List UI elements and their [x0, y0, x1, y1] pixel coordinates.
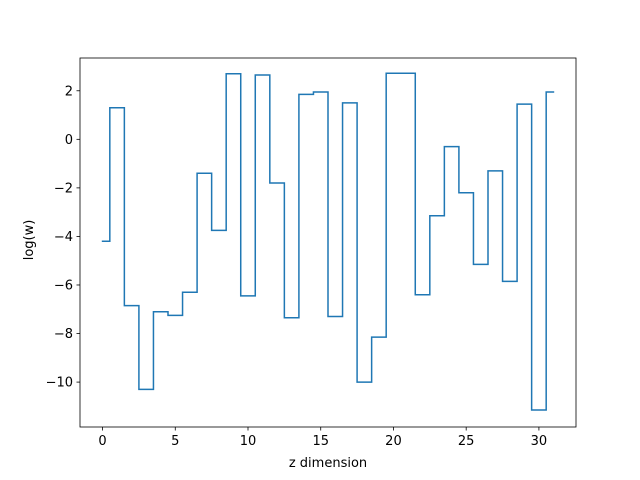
y-tick-label: −2 [54, 181, 73, 196]
series-line [101, 72, 555, 411]
x-tick-label: 15 [312, 434, 329, 449]
y-tick-label: −6 [54, 278, 73, 293]
y-tick-label: 2 [65, 84, 73, 99]
x-tick-label: 20 [385, 434, 402, 449]
axes-frame [79, 57, 577, 428]
y-tick-label: −4 [54, 230, 73, 245]
x-axis-ticks: 0 5 10 15 20 25 30 [98, 427, 547, 449]
y-tick-label: 0 [65, 133, 73, 148]
x-axis-label: z dimension [289, 456, 367, 471]
x-tick-label: 10 [240, 434, 257, 449]
x-tick-label: 0 [98, 434, 106, 449]
y-tick-label: −10 [46, 376, 73, 391]
y-tick-label: −8 [54, 327, 73, 342]
plot-area [79, 57, 577, 428]
y-axis-ticks: −10 −8 −6 −4 −2 0 2 [46, 84, 80, 391]
y-axis-label: log(w) [22, 220, 37, 261]
x-tick-label: 25 [458, 434, 475, 449]
x-tick-label: 30 [531, 434, 548, 449]
x-tick-label: 5 [171, 434, 179, 449]
